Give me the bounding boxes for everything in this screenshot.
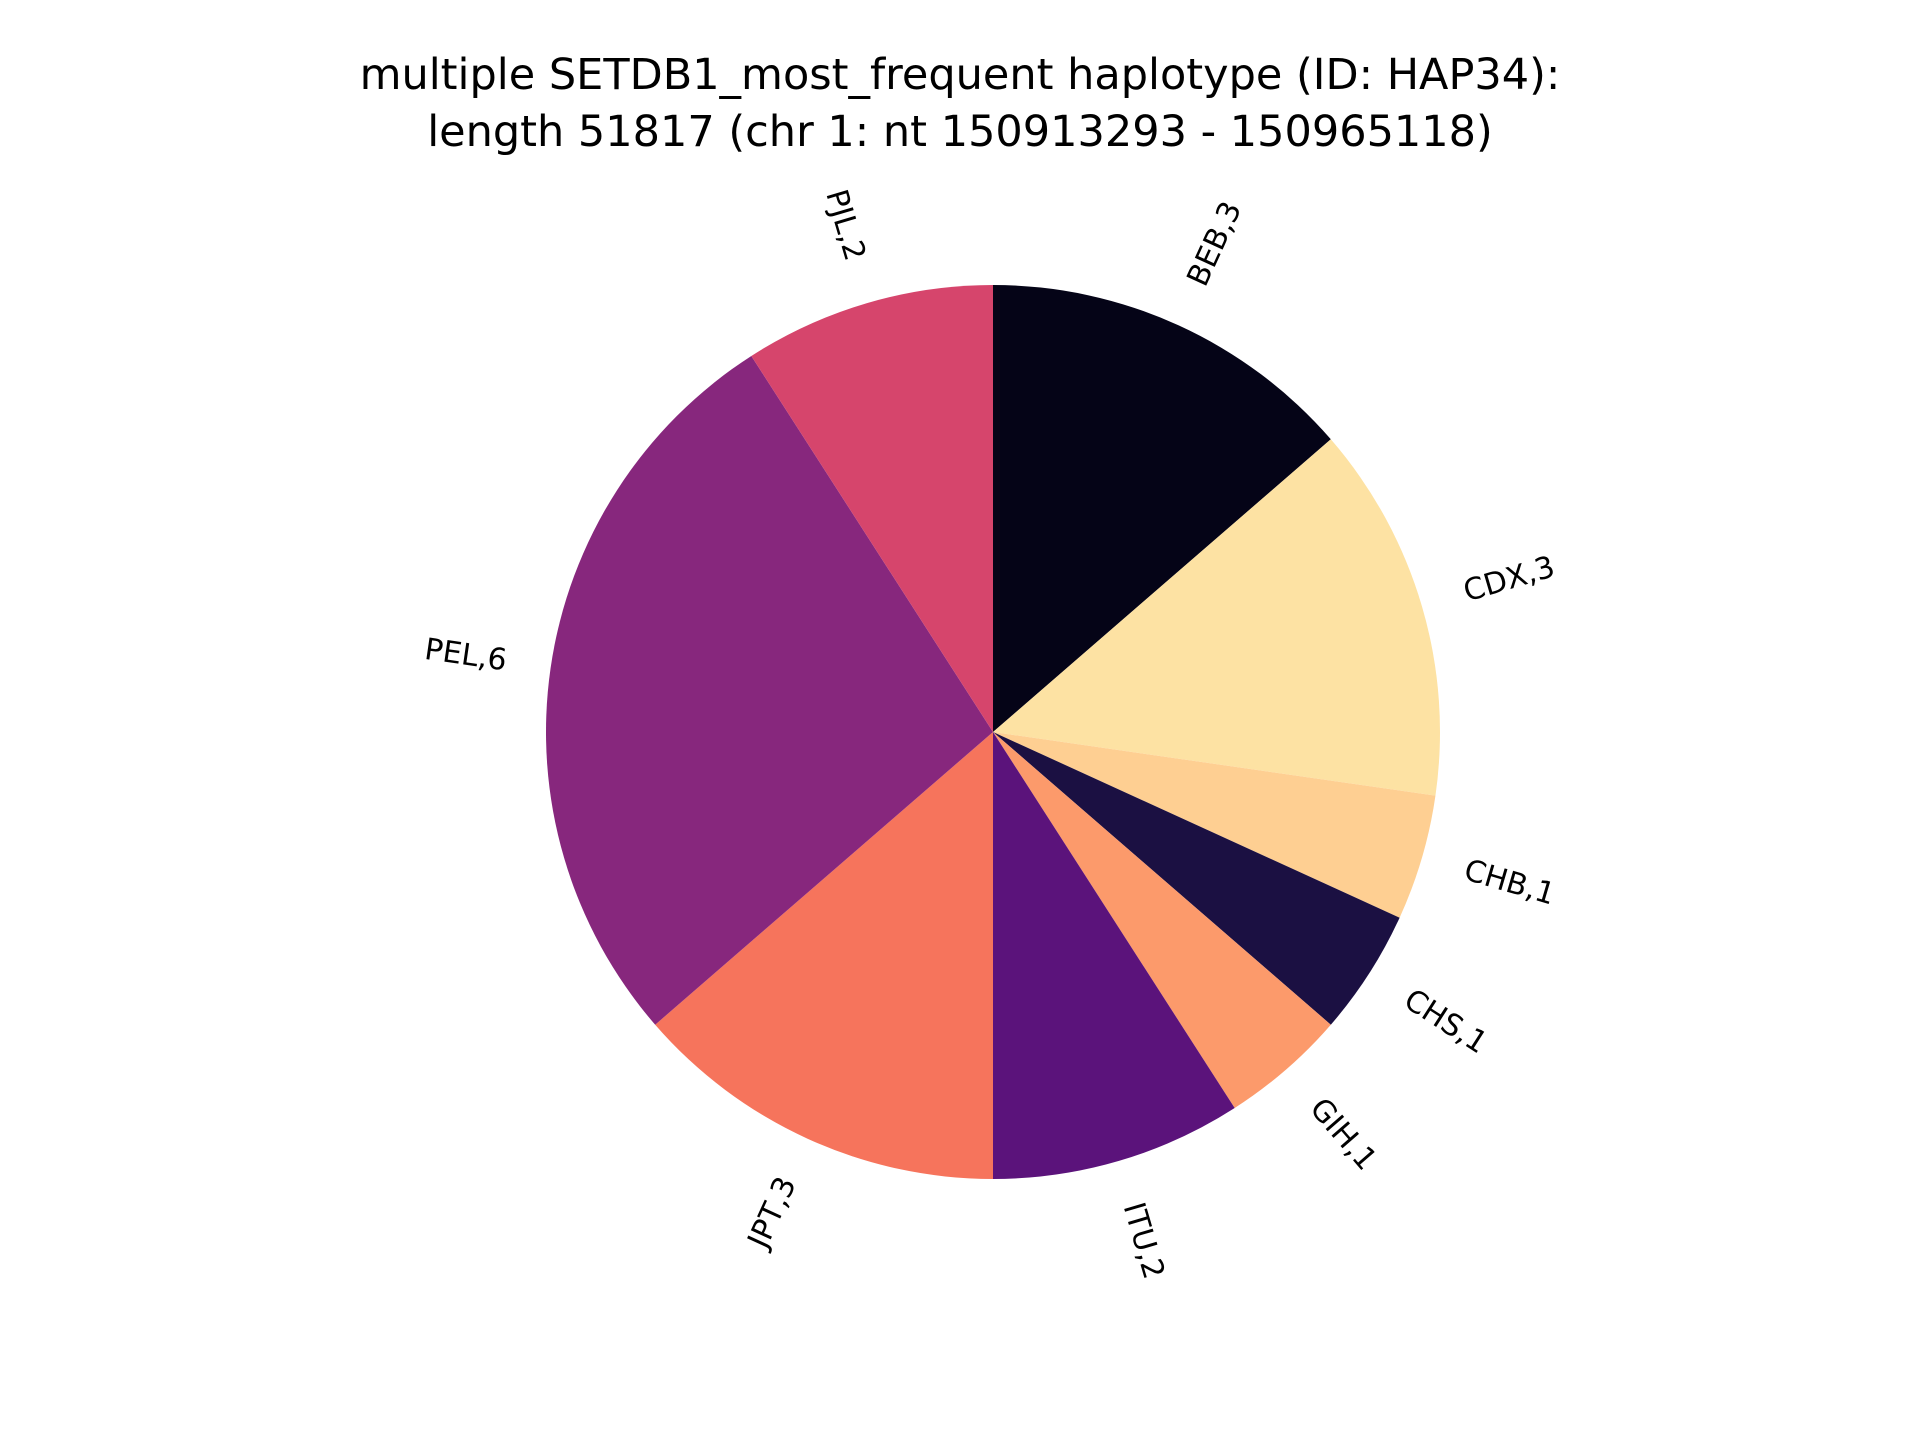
pie-slice-itu [993,732,1235,1179]
chart-title-line-1: multiple SETDB1_most_frequent haplotype … [360,50,1561,100]
pie-slice-chb [993,732,1436,918]
chart-title-line-2: length 51817 (chr 1: nt 150913293 - 1509… [427,107,1493,157]
pie-slices [546,285,1441,1179]
pie-slice-cdx [993,439,1441,796]
pie-slice-gih [993,732,1331,1109]
pie-slice-pjl [751,285,993,732]
pie-slice-beb [993,285,1331,732]
pie-slice-jpt [655,732,993,1179]
pie-slice-pel [546,355,993,1025]
pie-slice-chs [993,732,1400,1025]
